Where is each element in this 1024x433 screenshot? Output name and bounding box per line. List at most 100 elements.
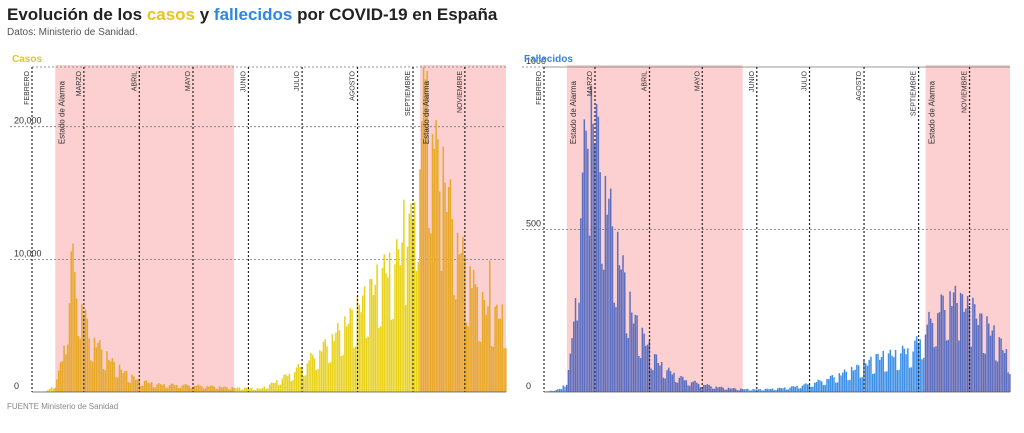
casos-bar: [159, 384, 162, 392]
casos-bar: [326, 346, 328, 392]
casos-bar: [186, 385, 189, 392]
casos-bar: [211, 385, 214, 392]
casos-bar: [84, 309, 87, 392]
fallecidos-month-label-1: MARZO: [587, 70, 594, 96]
casos-bar: [120, 369, 123, 392]
fallecidos-bar: [826, 378, 828, 392]
casos-bar: [329, 362, 332, 392]
casos-bar: [175, 384, 178, 392]
fallecidos-bar: [940, 294, 943, 392]
fallecidos-bar: [588, 235, 591, 392]
fallecidos-bar: [583, 119, 586, 392]
casos-bar: [370, 278, 373, 392]
casos-bar: [390, 319, 393, 392]
casos-bar: [183, 384, 185, 392]
casos-bar: [252, 389, 255, 392]
casos-bar: [317, 369, 319, 392]
fallecidos-bar: [833, 377, 835, 392]
fallecidos-chart-title: Fallecidos: [524, 54, 573, 65]
casos-bar: [63, 345, 65, 392]
casos-bar: [111, 358, 114, 392]
fallecidos-bar: [831, 375, 834, 392]
casos-bar: [127, 382, 130, 392]
fallecidos-bar: [629, 291, 631, 392]
casos-bar: [251, 387, 253, 392]
fallecidos-bar: [944, 309, 946, 392]
casos-bar: [419, 169, 421, 392]
casos-bar: [134, 379, 137, 392]
casos-bar: [220, 387, 223, 392]
fallecidos-bar: [984, 353, 986, 392]
fallecidos-bar: [713, 388, 716, 392]
fallecidos-bar: [685, 380, 688, 392]
fallecidos-month-label-3: MAYO: [694, 70, 701, 91]
fallecidos-bar: [565, 384, 568, 392]
fallecidos-bar: [988, 323, 990, 392]
fallecidos-bar: [717, 387, 719, 392]
fallecidos-bar: [548, 391, 550, 392]
casos-bar: [453, 295, 455, 392]
casos-bar: [95, 347, 98, 392]
casos-alarm-label-1: Estado de Alarma: [422, 80, 431, 144]
fallecidos-bar: [750, 390, 753, 392]
fallecidos-bar: [551, 391, 554, 392]
casos-bar: [354, 346, 357, 392]
casos-bar: [229, 389, 232, 392]
casos-bar: [131, 374, 133, 392]
fallecidos-bar: [706, 384, 709, 392]
fallecidos-bar: [657, 363, 659, 392]
casos-bar: [449, 179, 452, 392]
casos-bar: [231, 386, 233, 392]
fallecidos-bar: [690, 382, 693, 392]
fallecidos-bar: [1007, 372, 1009, 392]
fallecidos-bar: [835, 382, 837, 392]
casos-bar: [372, 294, 375, 392]
casos-bar: [116, 377, 119, 392]
casos-bar: [129, 382, 132, 392]
fallecidos-bar: [894, 349, 897, 392]
fallecidos-bar: [877, 353, 879, 392]
fallecidos-bar: [951, 306, 953, 392]
casos-bar: [177, 387, 180, 392]
fallecidos-bar: [689, 385, 691, 392]
casos-bar: [204, 388, 207, 392]
fallecidos-bar: [613, 302, 615, 392]
casos-bar: [254, 390, 257, 392]
fallecidos-bar: [972, 297, 974, 392]
fallecidos-bar: [973, 304, 976, 392]
casos-bar: [152, 387, 155, 392]
casos-bar: [261, 388, 264, 392]
casos-bar: [165, 387, 167, 392]
fallecidos-bar: [675, 382, 677, 392]
fallecidos-bar: [703, 384, 705, 392]
fallecidos-bar: [796, 386, 798, 392]
fallecidos-bar: [791, 386, 793, 392]
fallecidos-bar: [914, 340, 916, 392]
fallecidos-bar: [759, 388, 761, 392]
fallecidos-bar: [908, 367, 911, 392]
casos-bar: [451, 219, 453, 392]
fallecidos-bar: [815, 381, 818, 392]
casos-bar: [446, 212, 448, 392]
fallecidos-bar: [682, 376, 684, 392]
casos-bar: [374, 284, 377, 392]
fallecidos-bar: [680, 375, 682, 392]
casos-bar: [238, 387, 241, 392]
fallecidos-bar: [743, 389, 746, 392]
casos-bar: [193, 385, 196, 392]
casos-bar: [265, 388, 267, 392]
fallecidos-bar: [741, 389, 744, 392]
fallecidos-bar: [701, 387, 703, 392]
fallecidos-bar: [606, 214, 608, 392]
casos-month-label-1: MARZO: [76, 70, 83, 96]
fallecidos-bar: [631, 312, 633, 392]
casos-bar: [333, 341, 335, 392]
casos-bar: [313, 358, 316, 392]
fallecidos-month-label-8: NOVIEMBRE: [962, 71, 969, 113]
casos-bar: [188, 385, 191, 392]
casos-bar: [208, 386, 210, 392]
fallecidos-bar: [747, 388, 749, 392]
casos-bar: [50, 387, 53, 392]
fallecidos-bar: [722, 387, 724, 392]
casos-month-label-0: FEBRERO: [24, 70, 31, 104]
